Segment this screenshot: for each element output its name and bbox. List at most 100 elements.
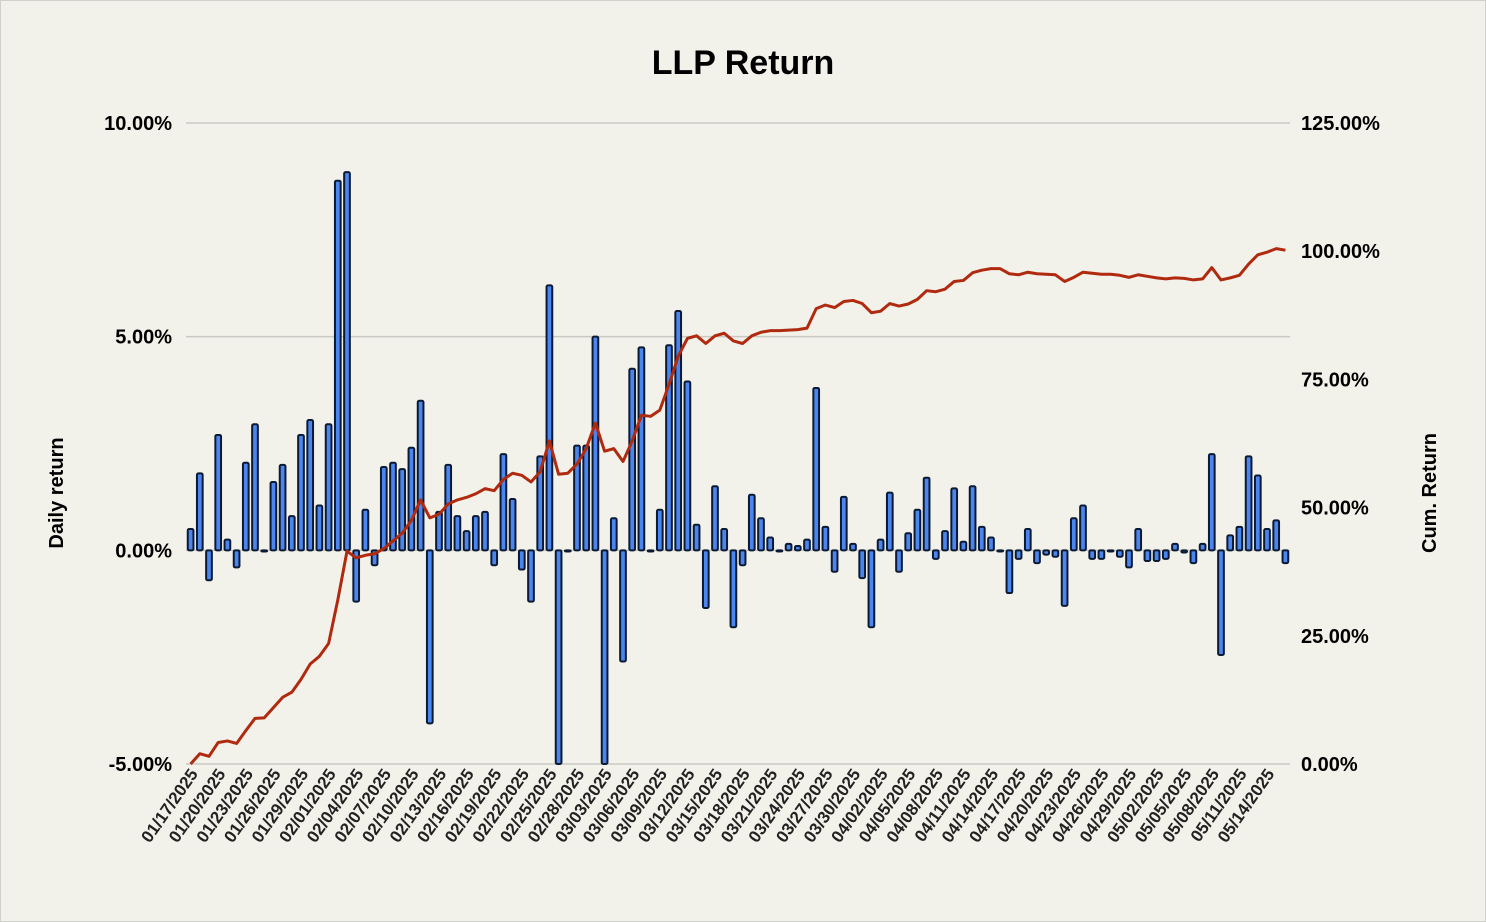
daily-return-bar <box>1207 453 1216 552</box>
daily-return-bar <box>1180 549 1189 554</box>
daily-return-bar <box>922 476 931 552</box>
daily-return-bar <box>554 549 563 766</box>
daily-return-bar <box>738 549 747 567</box>
y-tick-label-1: 5.00% <box>115 327 172 349</box>
right-axis-ticks: 125.00% 100.00% 75.00% 50.00% 25.00% 0.00% <box>1301 113 1380 776</box>
daily-return-bar <box>591 335 600 552</box>
daily-return-bar <box>1171 542 1179 552</box>
daily-return-bar <box>931 549 940 560</box>
daily-return-bar <box>297 433 305 552</box>
daily-return-bar <box>784 542 793 552</box>
daily-return-bar <box>582 444 591 552</box>
daily-return-bar <box>232 549 241 569</box>
daily-return-bar <box>646 549 655 553</box>
daily-return-bar <box>913 508 922 552</box>
daily-return-bar <box>821 525 830 552</box>
daily-return-bar <box>343 171 351 552</box>
daily-return-bar <box>793 545 802 552</box>
daily-return-bar <box>527 549 535 603</box>
daily-return-bar <box>766 536 775 552</box>
daily-return-bar <box>352 549 361 603</box>
left-axis-ticks: 10.00% 5.00% 0.00% -5.00% <box>104 113 172 776</box>
daily-return-bar <box>260 549 269 553</box>
daily-return-bar <box>1134 527 1143 552</box>
daily-return-bar <box>1235 525 1244 552</box>
daily-return-bar <box>324 423 333 552</box>
daily-return-bar <box>361 508 370 552</box>
daily-return-bar <box>711 485 719 552</box>
daily-return-bar <box>609 517 618 552</box>
daily-return-bar <box>389 461 397 552</box>
y2-tick-label-3: 50.00% <box>1301 498 1369 520</box>
daily-return-bar <box>241 461 250 552</box>
daily-return-bar <box>867 549 876 629</box>
daily-return-bar <box>1079 504 1087 552</box>
daily-return-bar <box>563 549 572 553</box>
daily-return-bar <box>628 367 637 552</box>
daily-return-bar <box>637 346 646 552</box>
cumulative-return-line-layer <box>189 247 1286 766</box>
daily-return-bar <box>674 310 683 552</box>
x-axis-ticks: 01/17/202501/20/202501/23/202501/26/2025… <box>138 765 1279 846</box>
y-tick-label-0: 10.00% <box>104 113 172 135</box>
daily-return-bar <box>996 549 1005 553</box>
daily-return-bar <box>1042 549 1051 556</box>
y-axis-title: Daily return <box>46 437 68 548</box>
daily-return-bar <box>1143 549 1152 563</box>
y2-axis-title: Cum. Return <box>1419 433 1441 553</box>
daily-return-bar <box>186 527 195 552</box>
y2-tick-label-1: 100.00% <box>1301 241 1380 263</box>
daily-return-bar <box>1051 549 1060 558</box>
daily-return-bar <box>1198 542 1207 552</box>
daily-return-bar <box>490 549 499 567</box>
daily-return-bar <box>1272 519 1281 552</box>
daily-return-bar <box>287 515 296 552</box>
daily-return-bar <box>517 549 526 571</box>
daily-return-bar <box>876 538 885 552</box>
daily-return-bar <box>1005 549 1014 595</box>
daily-return-bar <box>747 493 756 552</box>
daily-return-bar <box>508 498 517 552</box>
daily-return-bar <box>600 549 609 766</box>
daily-return-bars <box>186 171 1290 766</box>
daily-return-bar <box>223 538 232 552</box>
y-tick-label-2: 0.00% <box>115 540 172 562</box>
daily-return-bar <box>1281 549 1290 565</box>
daily-return-bar <box>968 485 977 552</box>
daily-return-bar <box>1069 517 1078 552</box>
daily-return-bar <box>757 517 765 552</box>
daily-return-bar <box>1263 527 1271 552</box>
chart-title: LLP Return <box>652 44 835 82</box>
daily-return-bar <box>269 480 278 552</box>
daily-return-bar <box>812 386 821 552</box>
daily-return-bar <box>333 179 342 552</box>
cumulative-return-line <box>189 247 1286 766</box>
daily-return-bar <box>1097 549 1106 560</box>
daily-return-bar <box>830 549 839 573</box>
daily-return-bar <box>895 549 903 573</box>
daily-return-bar <box>1033 549 1041 565</box>
daily-return-bar <box>416 399 425 552</box>
daily-return-bar <box>251 423 259 552</box>
y2-tick-label-5: 0.00% <box>1301 754 1358 776</box>
daily-return-bar <box>1226 534 1235 552</box>
daily-return-bar <box>214 433 223 552</box>
daily-return-bar <box>977 525 986 552</box>
daily-return-bar <box>803 538 811 552</box>
daily-return-bar <box>1217 549 1225 657</box>
daily-return-bar <box>665 344 673 552</box>
daily-return-bar <box>885 491 894 552</box>
daily-return-bar <box>471 515 480 552</box>
daily-return-bar <box>941 530 949 552</box>
daily-return-bar <box>453 515 462 552</box>
daily-return-bar <box>720 527 729 552</box>
daily-return-bar <box>573 444 581 552</box>
daily-return-bar <box>278 463 287 552</box>
daily-return-bar <box>1189 549 1198 565</box>
daily-return-bar <box>1106 549 1115 553</box>
daily-return-bar <box>1152 549 1161 563</box>
daily-return-bar <box>655 508 664 552</box>
daily-return-bar <box>462 530 471 552</box>
daily-return-bar <box>987 536 995 552</box>
